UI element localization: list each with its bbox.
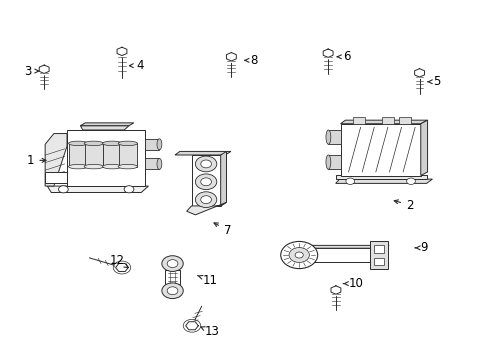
Ellipse shape: [157, 139, 162, 150]
Bar: [335, 175, 426, 179]
Circle shape: [280, 242, 317, 269]
Text: 5: 5: [427, 75, 439, 88]
Text: 8: 8: [244, 54, 257, 67]
Polygon shape: [117, 47, 127, 55]
Text: 10: 10: [343, 277, 363, 290]
Bar: [103, 143, 121, 167]
Circle shape: [162, 283, 183, 298]
Polygon shape: [80, 126, 129, 130]
Circle shape: [195, 192, 216, 207]
Circle shape: [406, 178, 415, 184]
Polygon shape: [67, 130, 144, 186]
Text: 9: 9: [414, 241, 427, 255]
Polygon shape: [45, 134, 67, 186]
Bar: [328, 130, 340, 144]
Circle shape: [201, 178, 211, 186]
Text: 1: 1: [27, 154, 46, 167]
Polygon shape: [330, 286, 340, 294]
Circle shape: [167, 287, 178, 295]
Circle shape: [59, 186, 68, 193]
Bar: [69, 143, 87, 167]
Ellipse shape: [84, 141, 103, 146]
Polygon shape: [294, 248, 384, 262]
Circle shape: [36, 63, 52, 75]
Circle shape: [124, 186, 134, 193]
Bar: [119, 143, 136, 167]
Polygon shape: [420, 120, 427, 176]
Circle shape: [113, 261, 130, 274]
Bar: [398, 117, 410, 124]
Text: 11: 11: [197, 274, 218, 287]
Text: 3: 3: [24, 64, 39, 77]
Circle shape: [114, 46, 130, 57]
Circle shape: [320, 48, 335, 59]
Bar: [328, 155, 340, 169]
Circle shape: [327, 284, 343, 296]
Ellipse shape: [118, 141, 137, 146]
Circle shape: [223, 51, 239, 63]
Polygon shape: [45, 172, 67, 183]
Text: 6: 6: [336, 50, 349, 63]
Text: 4: 4: [129, 59, 143, 72]
Polygon shape: [226, 53, 236, 61]
Text: 12: 12: [109, 254, 128, 267]
Bar: [191, 155, 220, 206]
Circle shape: [183, 319, 201, 332]
Polygon shape: [414, 69, 424, 77]
Circle shape: [167, 260, 178, 267]
Bar: [144, 139, 159, 150]
Ellipse shape: [118, 165, 137, 169]
Polygon shape: [294, 246, 388, 248]
Polygon shape: [39, 65, 49, 73]
Text: 13: 13: [201, 325, 219, 338]
Bar: [373, 257, 384, 265]
Ellipse shape: [102, 165, 122, 169]
Ellipse shape: [102, 141, 122, 146]
Ellipse shape: [68, 165, 88, 169]
Polygon shape: [175, 152, 230, 155]
Circle shape: [195, 174, 216, 190]
Bar: [369, 242, 387, 269]
Bar: [381, 117, 393, 124]
Polygon shape: [323, 49, 332, 57]
Polygon shape: [335, 179, 431, 183]
Bar: [85, 143, 102, 167]
Text: 7: 7: [214, 223, 231, 237]
Ellipse shape: [157, 158, 162, 170]
Polygon shape: [185, 322, 198, 330]
Polygon shape: [47, 186, 148, 193]
Ellipse shape: [68, 141, 88, 146]
Bar: [144, 158, 159, 170]
Bar: [340, 124, 420, 176]
Bar: [165, 270, 180, 284]
Polygon shape: [116, 264, 128, 271]
Circle shape: [201, 160, 211, 168]
Ellipse shape: [325, 130, 330, 144]
Bar: [352, 117, 364, 124]
Circle shape: [288, 248, 309, 262]
Circle shape: [195, 156, 216, 172]
Polygon shape: [80, 123, 134, 126]
Circle shape: [295, 252, 303, 258]
Polygon shape: [186, 202, 226, 215]
Ellipse shape: [84, 165, 103, 169]
Polygon shape: [220, 152, 226, 206]
Circle shape: [201, 196, 211, 203]
Polygon shape: [340, 120, 427, 124]
Ellipse shape: [325, 155, 330, 169]
Circle shape: [162, 256, 183, 271]
Text: 2: 2: [393, 198, 413, 212]
Circle shape: [411, 67, 427, 78]
Circle shape: [345, 178, 354, 184]
Bar: [373, 245, 384, 252]
